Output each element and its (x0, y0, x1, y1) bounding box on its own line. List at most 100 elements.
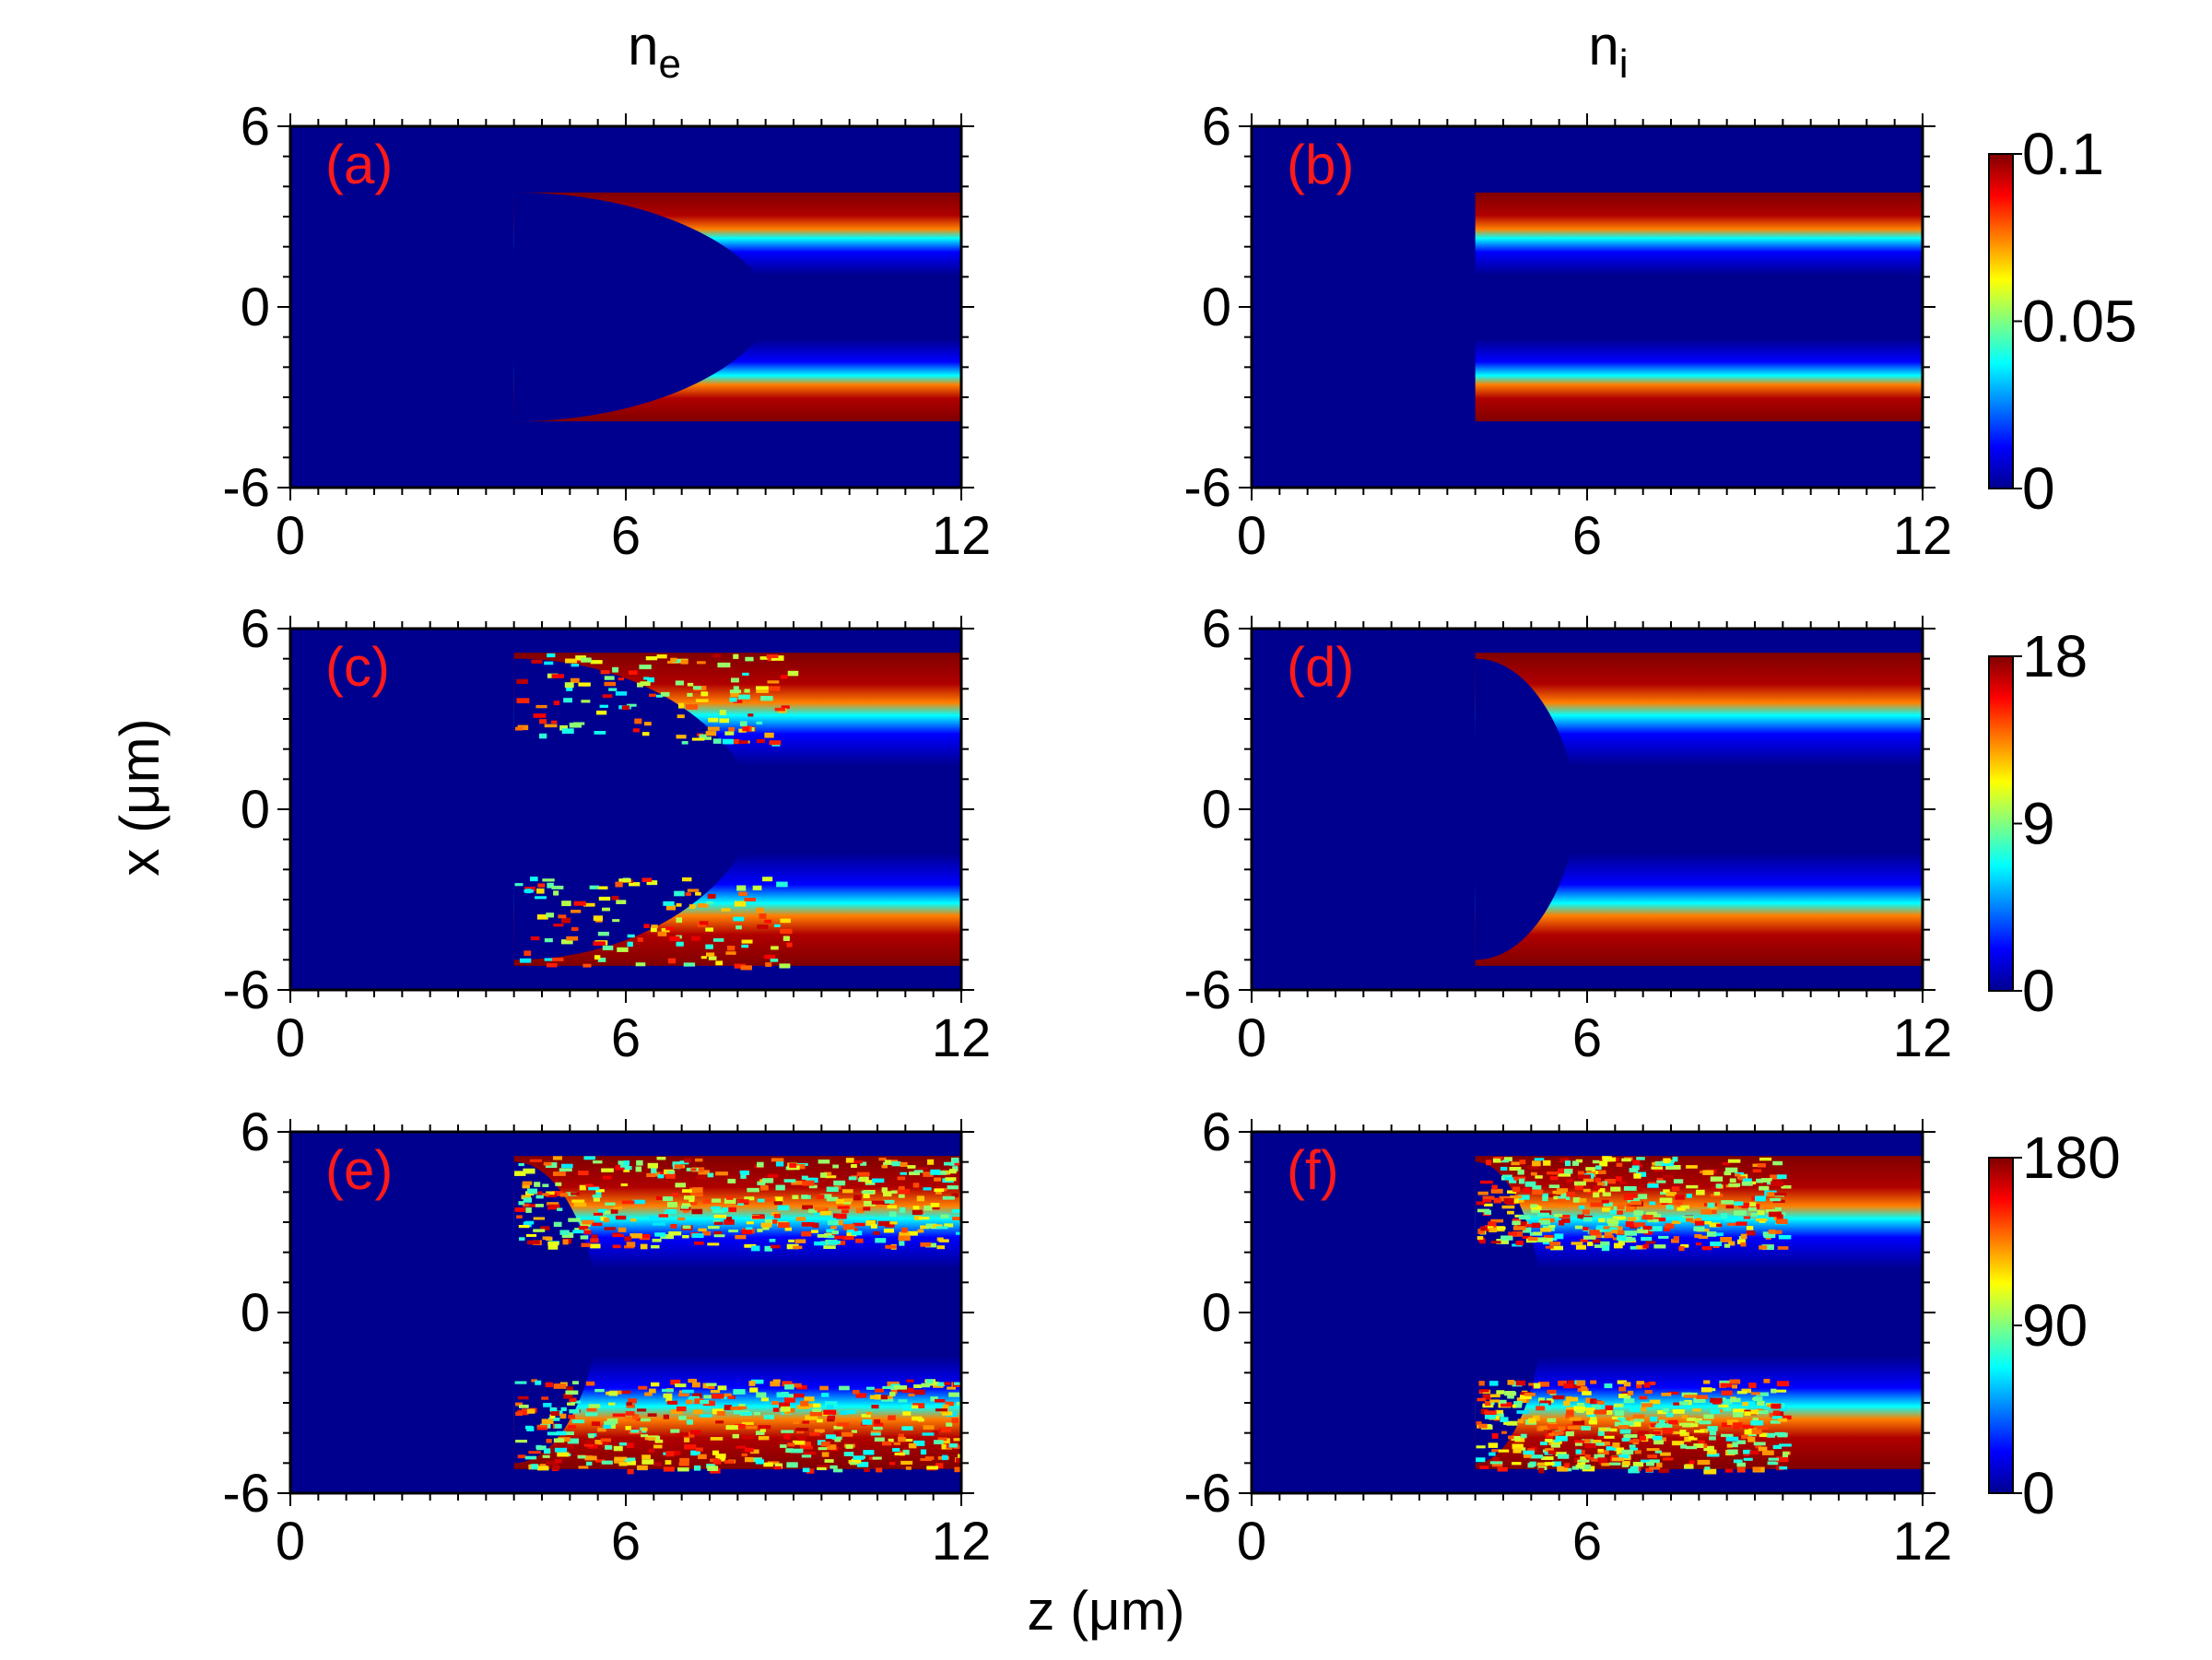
speckle (779, 1444, 787, 1448)
speckle (1709, 1222, 1721, 1228)
speckle (582, 963, 592, 968)
speckle (680, 659, 688, 665)
speckle (648, 693, 656, 697)
speckle (767, 1173, 779, 1178)
speckle (679, 1457, 689, 1463)
speckle (590, 1238, 599, 1243)
speckle (1560, 1192, 1568, 1197)
speckle (1594, 1409, 1607, 1415)
speckle (814, 1429, 825, 1433)
speckle (1680, 1205, 1689, 1209)
speckle (1597, 1401, 1605, 1405)
speckle (869, 1395, 878, 1400)
speckle (1642, 1243, 1650, 1249)
speckle (752, 885, 762, 890)
speckle (853, 1455, 865, 1460)
speckle (526, 1188, 538, 1194)
speckle (545, 1193, 558, 1198)
speckle (1761, 1450, 1774, 1455)
speckle (1709, 1436, 1716, 1441)
speckle (677, 1217, 686, 1221)
speckle (855, 1393, 867, 1398)
speckle (682, 1389, 694, 1394)
speckle (625, 1426, 631, 1430)
speckle (571, 1192, 580, 1195)
speckle (819, 1210, 832, 1216)
speckle (891, 1161, 901, 1167)
speckle (764, 1245, 772, 1252)
speckle (1685, 1464, 1694, 1468)
speckle (698, 1228, 707, 1232)
speckle (761, 1178, 774, 1183)
speckle (518, 1201, 524, 1206)
speckle (1735, 1173, 1741, 1177)
speckle (834, 1235, 845, 1240)
speckle (559, 1413, 567, 1419)
speckle (715, 1171, 728, 1176)
speckle (1576, 1380, 1586, 1386)
speckle (1617, 1235, 1627, 1241)
speckle (1723, 1399, 1733, 1405)
speckle (1733, 1459, 1743, 1464)
speckle (726, 945, 735, 951)
density-map (290, 1132, 961, 1493)
speckle (898, 1433, 904, 1439)
speckle (593, 941, 606, 946)
speckle (932, 1205, 940, 1210)
speckle (1747, 1436, 1756, 1442)
speckle (1752, 1169, 1762, 1173)
speckle (952, 1158, 959, 1163)
colorbar-tick-label: 0 (2022, 1460, 2055, 1526)
x-tick-label: 12 (932, 1008, 992, 1068)
speckle (1664, 1226, 1671, 1231)
speckle (756, 907, 764, 913)
speckle (1709, 1430, 1717, 1436)
speckle (1632, 1160, 1641, 1165)
speckle (618, 677, 625, 681)
speckle (1703, 1468, 1717, 1475)
speckle (750, 1379, 764, 1384)
speckle (812, 1408, 822, 1412)
y-tick-label: 6 (241, 599, 270, 659)
speckle (757, 1181, 766, 1186)
speckle (1652, 1435, 1663, 1441)
speckle (1583, 1217, 1593, 1222)
speckle (1488, 1225, 1494, 1230)
speckle (774, 1463, 783, 1469)
speckle (1660, 1452, 1671, 1456)
speckle (831, 1230, 839, 1235)
speckle (547, 1244, 559, 1250)
speckle (1688, 1392, 1698, 1395)
speckle (1549, 1238, 1558, 1242)
speckle (1659, 1197, 1673, 1204)
speckle (643, 677, 650, 680)
speckle (571, 1400, 581, 1404)
speckle (1515, 1241, 1524, 1246)
speckle (1601, 1462, 1610, 1466)
speckle (902, 1405, 912, 1411)
speckle (651, 1168, 657, 1174)
speckle (881, 1441, 892, 1446)
speckle (1646, 1448, 1660, 1452)
speckle (672, 1161, 681, 1167)
speckle (1604, 1235, 1615, 1239)
speckle (1554, 1233, 1564, 1240)
speckle (856, 1171, 870, 1176)
speckle (1565, 1430, 1574, 1437)
speckle (1477, 1397, 1487, 1402)
speckle (863, 1450, 875, 1455)
speckle (784, 1227, 792, 1231)
speckle (667, 958, 677, 964)
speckle (1736, 1462, 1747, 1467)
speckle (1577, 1214, 1584, 1219)
speckle (641, 877, 653, 882)
speckle (656, 653, 667, 659)
speckle (851, 1430, 857, 1433)
speckle (898, 1185, 905, 1190)
speckle (1507, 1380, 1515, 1385)
speckle (821, 1393, 830, 1397)
speckle (1557, 1466, 1569, 1472)
speckle (1630, 1201, 1642, 1206)
speckle (800, 1400, 809, 1407)
speckle (840, 1410, 847, 1415)
